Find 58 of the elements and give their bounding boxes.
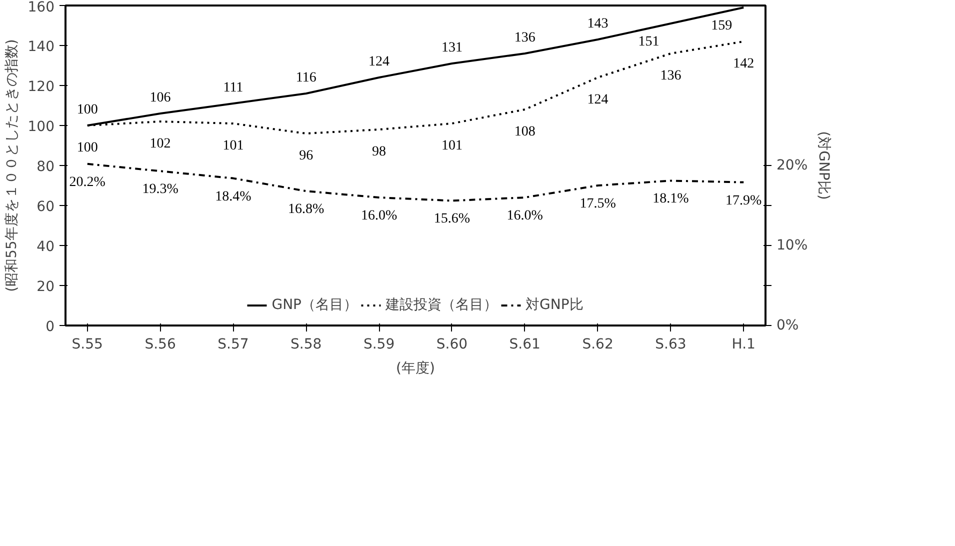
data-label: 15.6% — [434, 212, 470, 227]
y-tick-label: 0 — [46, 319, 55, 335]
data-label: 131 — [441, 40, 462, 56]
y-tick-label: 120 — [28, 79, 55, 95]
data-label: 136 — [514, 30, 536, 46]
data-label: 108 — [514, 124, 536, 140]
y-tick-label: 40 — [36, 239, 55, 255]
data-label: 101 — [441, 138, 462, 154]
data-label: 16.8% — [288, 202, 325, 218]
data-label: 96 — [299, 148, 314, 164]
y-tick-label: 140 — [28, 39, 55, 55]
x-tick-label: S.57 — [218, 336, 249, 352]
y2-axis-title: (対GNP比) — [816, 131, 832, 200]
x-tick-label: S.59 — [363, 336, 395, 352]
y2-tick-label: 10% — [776, 238, 808, 254]
legend-label: GNP（名目） — [272, 296, 358, 314]
x-tick-label: S.56 — [144, 336, 176, 352]
y2-tick-label: 20% — [776, 158, 808, 174]
data-label: 100 — [76, 102, 98, 118]
data-label: 98 — [372, 144, 386, 160]
data-label: 20.2% — [69, 174, 106, 190]
y-tick-label: 20 — [36, 279, 55, 295]
data-label: 151 — [638, 34, 660, 50]
x-tick-label: H.1 — [732, 336, 756, 352]
data-label: 100 — [76, 140, 98, 156]
data-label: 101 — [222, 138, 244, 154]
x-tick-label: S.63 — [655, 336, 686, 352]
data-label: 143 — [587, 16, 608, 32]
legend-label: 対GNP比 — [526, 296, 584, 314]
data-label: 106 — [150, 90, 171, 106]
data-label: 136 — [660, 68, 682, 84]
x-tick-label: S.60 — [436, 336, 468, 352]
x-tick-label: S.61 — [509, 336, 540, 352]
data-label: 111 — [223, 80, 244, 96]
data-label: 124 — [587, 92, 608, 108]
y2-tick-label: 0% — [776, 318, 799, 334]
data-label: 16.0% — [506, 208, 544, 224]
y-axis-title: (昭和55年度を１００としたときの指数) — [4, 39, 20, 292]
y-tick-label: 60 — [36, 199, 55, 215]
x-tick-label: S.55 — [72, 336, 103, 352]
x-tick-label: S.58 — [290, 336, 322, 352]
y-tick-label: 80 — [36, 159, 55, 175]
data-label: 159 — [711, 18, 732, 34]
data-label: 17.5% — [580, 196, 616, 212]
data-label: 16.0% — [360, 208, 398, 224]
data-label: 142 — [733, 56, 754, 72]
legend-label: 建設投資（名目） — [386, 296, 498, 314]
data-label: 18.4% — [215, 189, 252, 204]
data-label: 116 — [296, 70, 316, 86]
y-tick-label: 160 — [28, 0, 55, 16]
data-label: 124 — [368, 54, 390, 70]
y-tick-label: 100 — [28, 119, 55, 135]
data-label: 102 — [150, 136, 171, 152]
x-axis-title: (年度) — [396, 360, 435, 376]
data-label: 19.3% — [142, 182, 179, 198]
x-tick-label: S.62 — [582, 336, 614, 352]
data-label: 18.1% — [652, 192, 690, 207]
data-label: 17.9% — [726, 193, 762, 208]
